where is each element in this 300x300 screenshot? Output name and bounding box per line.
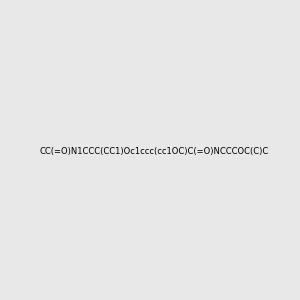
Text: CC(=O)N1CCC(CC1)Oc1ccc(cc1OC)C(=O)NCCCOC(C)C: CC(=O)N1CCC(CC1)Oc1ccc(cc1OC)C(=O)NCCCOC… [39, 147, 268, 156]
